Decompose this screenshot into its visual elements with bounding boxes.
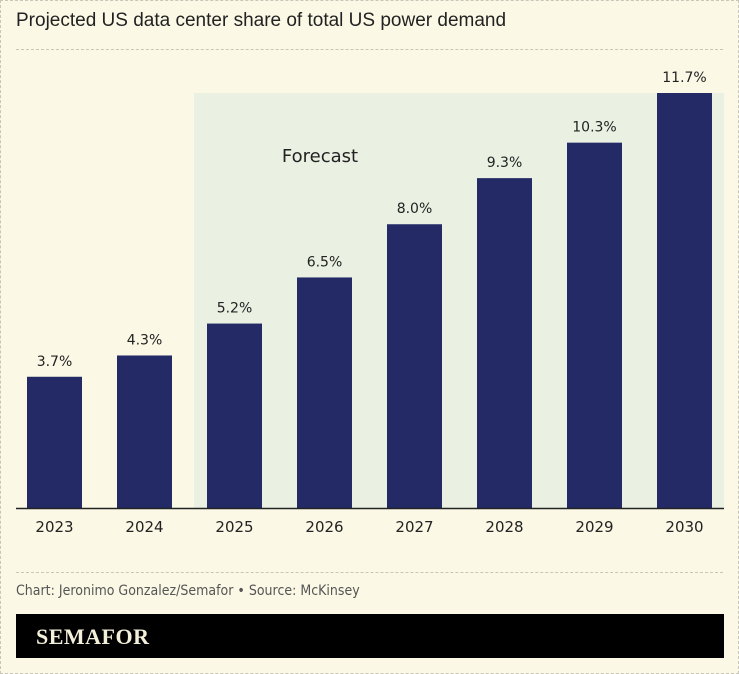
x-tick-2026: 2026 (305, 518, 343, 536)
bar-2030 (657, 93, 712, 508)
x-tick-2028: 2028 (485, 518, 523, 536)
bar-chart: Forecast 3.7% 2023 4.3% 2024 5.2% 2025 6.5% 2026… (16, 70, 724, 536)
x-tick-2027: 2027 (395, 518, 433, 536)
footer-divider (16, 572, 723, 573)
data-label-2027: 8.0% (397, 201, 433, 217)
forecast-region (194, 93, 724, 508)
chart-title: Projected US data center share of total … (16, 10, 507, 31)
data-label-2025: 5.2% (217, 301, 253, 317)
data-label-2030: 11.7% (662, 70, 706, 86)
title-divider (16, 49, 723, 50)
chart-credit: Chart: Jeronimo Gonzalez/Semafor • Sourc… (16, 583, 360, 599)
brand-bar: SEMAFOR (16, 614, 724, 658)
data-label-2023: 3.7% (37, 354, 73, 370)
bar-2023 (27, 376, 82, 508)
data-label-2029: 10.3% (572, 120, 616, 136)
forecast-label: Forecast (282, 146, 358, 167)
x-tick-2029: 2029 (575, 518, 613, 536)
bar-2025 (207, 323, 262, 508)
x-tick-2025: 2025 (215, 518, 253, 536)
bar-2024 (117, 355, 172, 508)
bar-2028 (477, 178, 532, 508)
x-tick-2030: 2030 (665, 518, 703, 536)
x-tick-2024: 2024 (125, 518, 163, 536)
data-label-2024: 4.3% (127, 332, 163, 348)
data-label-2026: 6.5% (307, 254, 343, 270)
bar-2026 (297, 277, 352, 508)
x-tick-2023: 2023 (35, 518, 73, 536)
data-label-2028: 9.3% (487, 155, 523, 171)
bar-2029 (567, 142, 622, 508)
bar-2027 (387, 224, 442, 508)
semafor-logo: SEMAFOR (36, 624, 150, 649)
